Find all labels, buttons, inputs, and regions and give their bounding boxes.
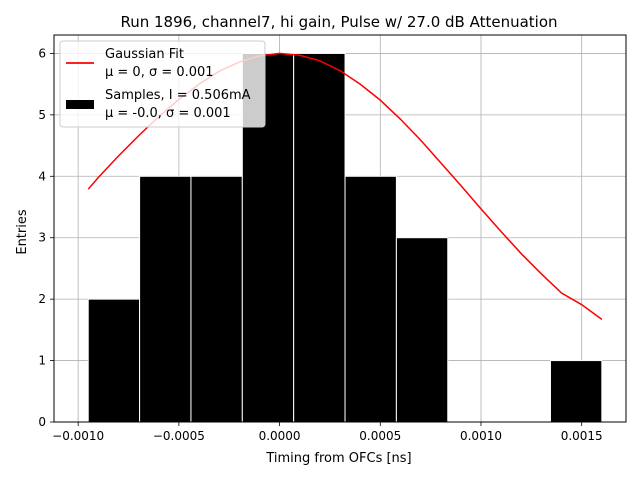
y-tick-label: 5 bbox=[38, 108, 46, 122]
plot-frame bbox=[53, 34, 627, 423]
legend-box bbox=[59, 40, 266, 128]
x-tick-label: 0.0000 bbox=[259, 429, 301, 443]
x-tick-label: −0.0010 bbox=[52, 429, 104, 443]
y-tick-label: 4 bbox=[38, 169, 46, 183]
y-tick-label: 1 bbox=[38, 354, 46, 368]
legend: Gaussian Fit μ = 0, σ = 0.001 Samples, I… bbox=[59, 40, 266, 128]
y-axis-label: Entries bbox=[15, 209, 30, 255]
histogram-bar bbox=[549, 360, 603, 423]
y-axis-ticks: 0 1 2 3 4 5 6 bbox=[38, 46, 54, 429]
histogram-bar bbox=[293, 52, 346, 423]
chart-title: Run 1896, channel7, hi gain, Pulse w/ 27… bbox=[120, 13, 557, 31]
y-tick-label: 6 bbox=[38, 46, 46, 60]
y-tick-label: 3 bbox=[38, 231, 46, 245]
x-axis-label: Timing from OFCs [ns] bbox=[265, 451, 411, 466]
x-tick-label: 0.0010 bbox=[460, 429, 502, 443]
histogram-bar bbox=[139, 175, 192, 423]
x-tick-label: 0.0015 bbox=[561, 429, 603, 443]
legend-samples-label: Samples, I = 0.506mA bbox=[105, 88, 251, 103]
histogram-bar bbox=[395, 237, 449, 423]
histogram-bar bbox=[190, 175, 243, 423]
x-tick-label: −0.0005 bbox=[153, 429, 205, 443]
y-tick-label: 2 bbox=[38, 292, 46, 306]
x-axis-ticks: −0.0010 −0.0005 0.0000 0.0005 0.0010 0.0015 bbox=[52, 422, 603, 443]
legend-samples-swatch bbox=[66, 100, 94, 109]
histogram-bar bbox=[344, 175, 397, 423]
legend-samples-stats: μ = -0.0, σ = 0.001 bbox=[105, 106, 231, 121]
legend-fit-label: Gaussian Fit bbox=[105, 47, 184, 62]
legend-fit-stats: μ = 0, σ = 0.001 bbox=[105, 65, 214, 80]
x-tick-label: 0.0005 bbox=[359, 429, 401, 443]
y-tick-label: 0 bbox=[38, 415, 46, 429]
histogram-bar bbox=[87, 298, 141, 423]
